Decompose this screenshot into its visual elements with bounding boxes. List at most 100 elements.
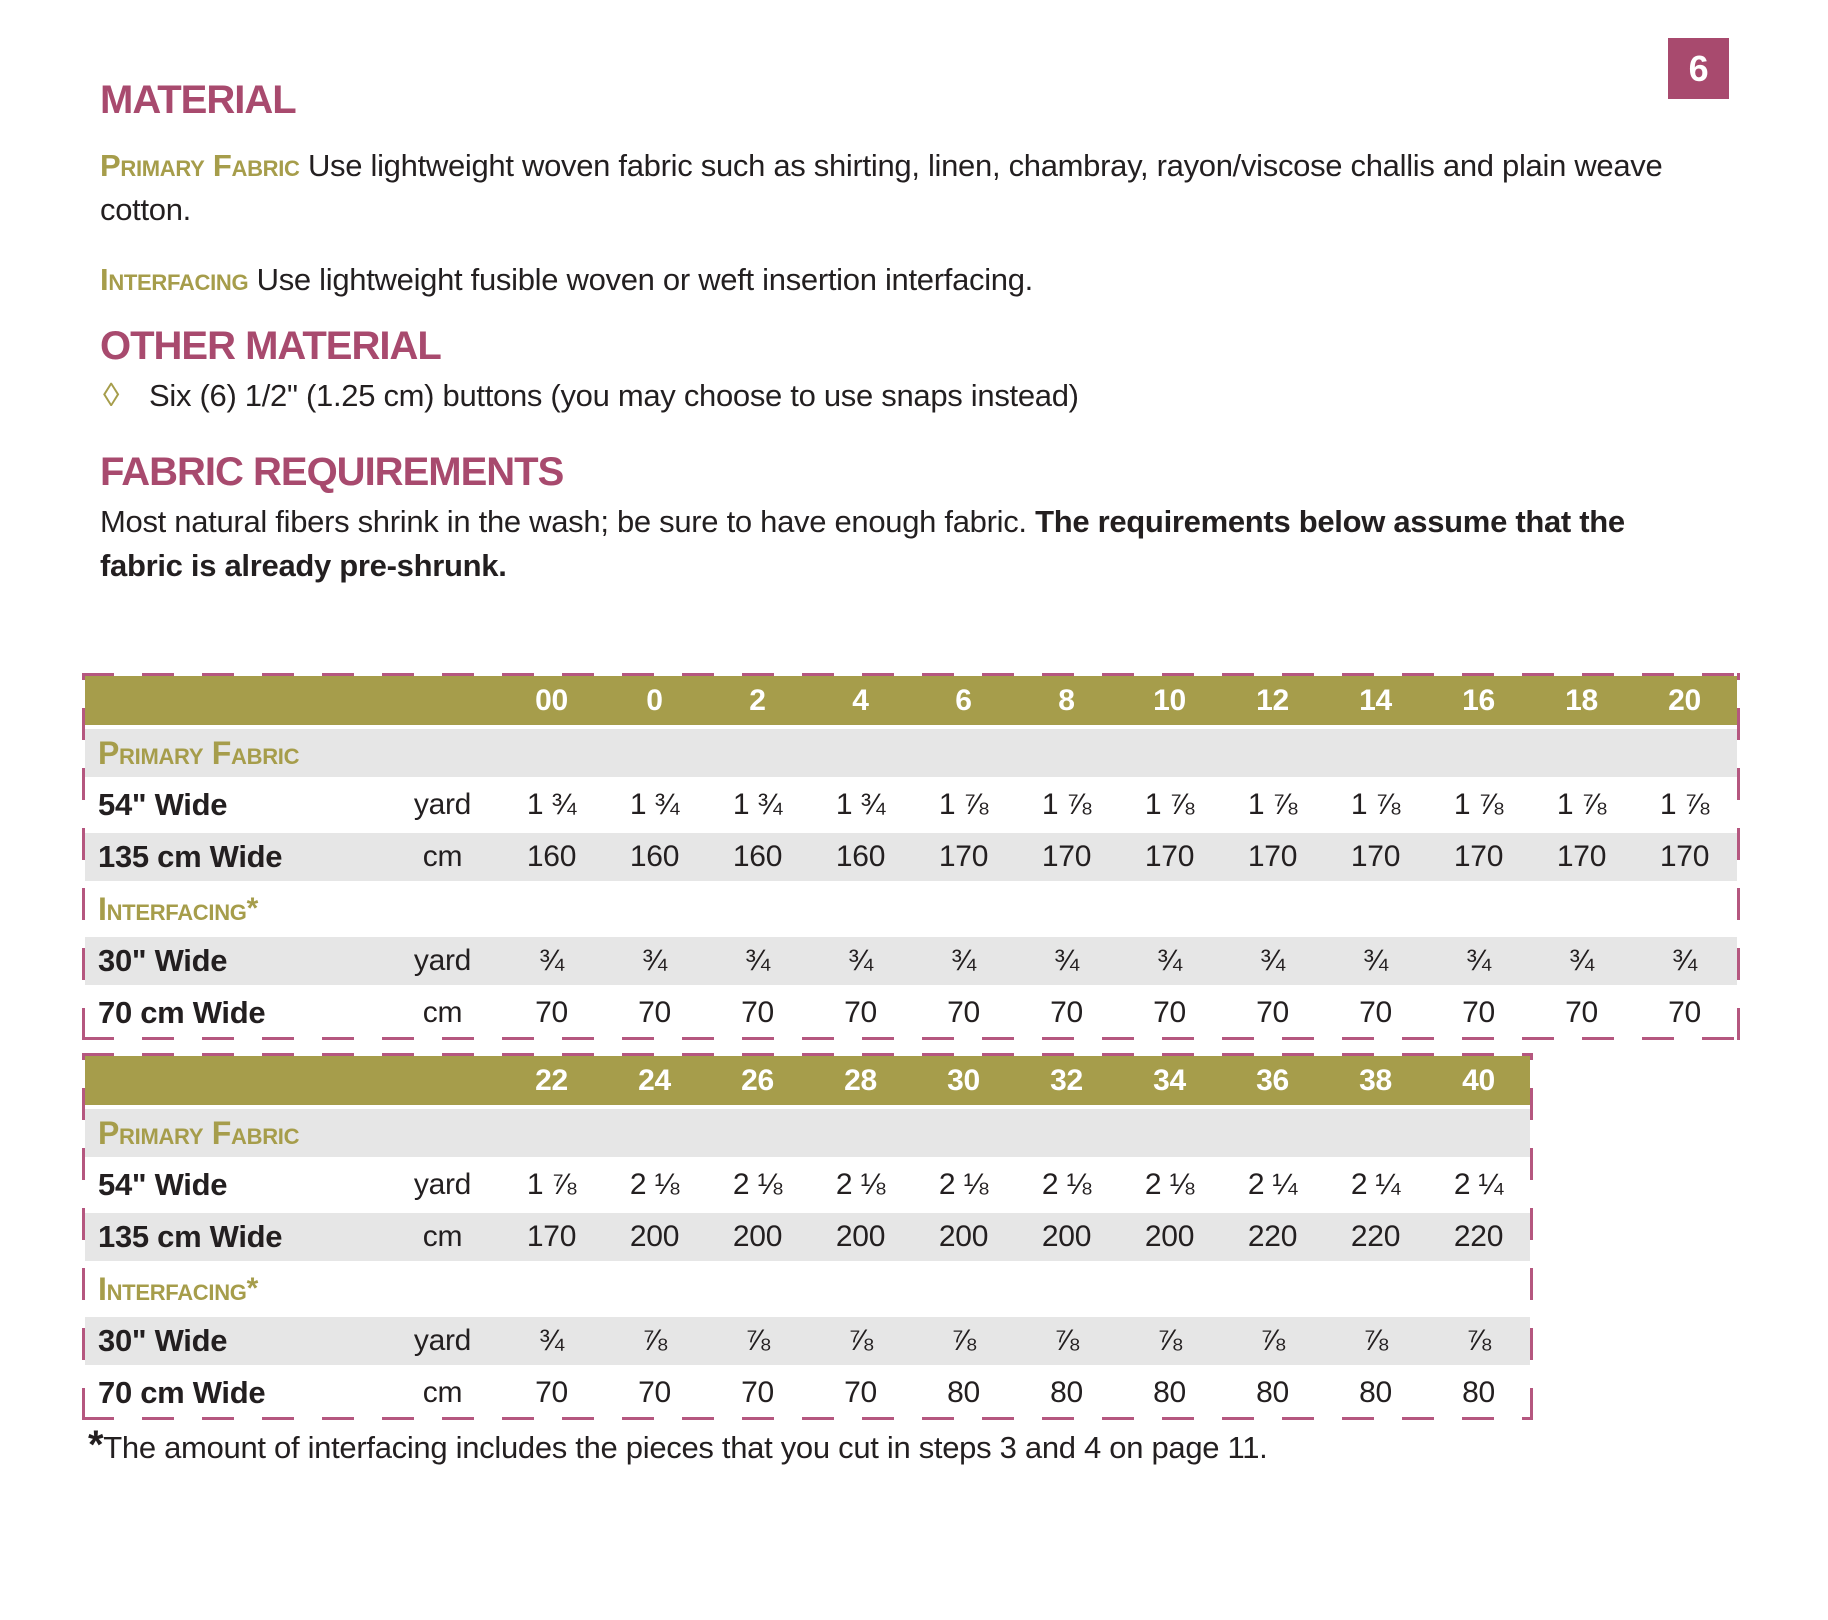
value-cell: ¾ — [1054, 944, 1079, 977]
size-header-cell: 32 — [1050, 1063, 1083, 1097]
value-cell: 70 — [741, 1376, 774, 1409]
size-header-cell: 12 — [1256, 683, 1289, 717]
value-cell: 170 — [1556, 840, 1607, 873]
value-cell: 80 — [1153, 1376, 1186, 1409]
value-cell: 1 ⅞ — [526, 1168, 577, 1201]
value-cell: 70 — [535, 996, 568, 1029]
value-cell: 80 — [1050, 1376, 1083, 1409]
value-cell: 1 ⅞ — [1350, 788, 1401, 821]
size-header-cell: 26 — [741, 1063, 774, 1097]
table-row: 70 cm Wide cm 70 70 70 70 70 70 70 70 70 70 70 70 — [85, 989, 1737, 1037]
size-header-row: 22 24 26 28 30 32 34 36 38 40 — [85, 1056, 1530, 1105]
row-label: 135 cm Wide — [98, 1219, 283, 1254]
value-cell: 170 — [1453, 840, 1504, 873]
group-label: Interfacing — [98, 890, 247, 927]
value-cell: 1 ⅞ — [1041, 788, 1092, 821]
value-cell: 1 ⅞ — [1659, 788, 1710, 821]
value-cell: 2 ⅛ — [1041, 1168, 1092, 1201]
table-group-row: Interfacing * — [85, 885, 1737, 933]
value-cell: 220 — [1350, 1220, 1401, 1253]
value-cell: ⅞ — [642, 1324, 667, 1357]
value-cell: ¾ — [1363, 944, 1388, 977]
value-cell: 2 ⅛ — [835, 1168, 886, 1201]
interfacing-footnote: * The amount of interfacing includes the … — [88, 1423, 1738, 1467]
value-cell: 70 — [535, 1376, 568, 1409]
value-cell: ⅞ — [1260, 1324, 1285, 1357]
value-cell: ¾ — [1569, 944, 1594, 977]
value-cell: ⅞ — [745, 1324, 770, 1357]
value-cell: 200 — [1041, 1220, 1092, 1253]
group-label-asterisk: * — [246, 1272, 259, 1305]
size-header-cell: 8 — [1058, 683, 1075, 717]
size-header-cell: 38 — [1359, 1063, 1392, 1097]
other-material-heading: OTHER MATERIAL — [100, 324, 442, 368]
value-cell: 1 ⅞ — [1247, 788, 1298, 821]
value-cell: ⅞ — [951, 1324, 976, 1357]
value-cell: 170 — [1350, 840, 1401, 873]
value-cell: 160 — [629, 840, 680, 873]
value-cell: 200 — [835, 1220, 886, 1253]
material-heading: MATERIAL — [100, 78, 297, 122]
value-cell: ⅞ — [1157, 1324, 1182, 1357]
row-label: 30" Wide — [98, 943, 228, 978]
value-cell: 1 ¾ — [629, 788, 680, 821]
row-label: 70 cm Wide — [98, 995, 266, 1030]
footnote-asterisk: * — [88, 1423, 104, 1467]
value-cell: 200 — [938, 1220, 989, 1253]
size-header-cell: 4 — [852, 683, 869, 717]
table-group-row: Interfacing * — [85, 1265, 1530, 1313]
page-number: 6 — [1688, 47, 1709, 89]
primary-fabric-text: Use lightweight woven fabric such as shi… — [100, 148, 1663, 227]
value-cell: 170 — [1659, 840, 1710, 873]
value-cell: 1 ¾ — [835, 788, 886, 821]
value-cell: ¾ — [1466, 944, 1491, 977]
size-header-cell: 24 — [638, 1063, 671, 1097]
value-cell: 2 ⅛ — [732, 1168, 783, 1201]
row-label: 54" Wide — [98, 787, 228, 822]
size-header-cell: 30 — [947, 1063, 980, 1097]
value-cell: 80 — [1256, 1376, 1289, 1409]
value-cell: ⅞ — [848, 1324, 873, 1357]
value-cell: 170 — [1247, 840, 1298, 873]
value-cell: 70 — [1359, 996, 1392, 1029]
size-header-cell: 6 — [955, 683, 972, 717]
value-cell: ⅞ — [1363, 1324, 1388, 1357]
row-label: 70 cm Wide — [98, 1375, 266, 1410]
size-header-row: 00 0 2 4 6 8 10 12 14 16 18 20 — [85, 676, 1737, 725]
footnote-text: The amount of interfacing includes the p… — [103, 1430, 1268, 1465]
value-cell: 2 ⅛ — [1144, 1168, 1195, 1201]
value-cell: 200 — [732, 1220, 783, 1253]
unit-cell: cm — [422, 1376, 463, 1409]
interfacing-paragraph: Interfacing Use lightweight fusible wove… — [100, 258, 1710, 302]
size-header-cell: 18 — [1565, 683, 1598, 717]
value-cell: 170 — [938, 840, 989, 873]
value-cell: 80 — [1359, 1376, 1392, 1409]
table-row: 54" Wide yard 1 ⅞ 2 ⅛ 2 ⅛ 2 ⅛ 2 ⅛ 2 ⅛ 2 ⅛ 2 ¼ 2 ¼ 2… — [85, 1161, 1530, 1209]
size-header-cell: 0 — [646, 683, 663, 717]
row-label: 135 cm Wide — [98, 839, 283, 874]
value-cell: 200 — [629, 1220, 680, 1253]
value-cell: ¾ — [539, 1324, 564, 1357]
value-cell: 220 — [1247, 1220, 1298, 1253]
value-cell: 1 ¾ — [732, 788, 783, 821]
value-cell: ⅞ — [1466, 1324, 1491, 1357]
group-label: Primary Fabric — [98, 1114, 300, 1151]
table-row: 135 cm Wide cm 160 160 160 160 170 170 170 170 170… — [85, 833, 1737, 881]
size-header-cell: 14 — [1359, 683, 1392, 717]
diamond-bullet-icon: ◊ — [103, 376, 120, 413]
value-cell: 70 — [741, 996, 774, 1029]
value-cell: 70 — [1462, 996, 1495, 1029]
primary-fabric-paragraph: Primary Fabric Use lightweight woven fab… — [100, 144, 1710, 232]
table-row: 30" Wide yard ¾ ⅞ ⅞ ⅞ ⅞ ⅞ ⅞ ⅞ ⅞ ⅞ — [85, 1317, 1530, 1365]
value-cell: 80 — [947, 1376, 980, 1409]
interfacing-label: Interfacing — [100, 262, 249, 297]
value-cell: 2 ⅛ — [629, 1168, 680, 1201]
interfacing-text: Use lightweight fusible woven or weft in… — [248, 262, 1034, 297]
value-cell: 1 ⅞ — [1453, 788, 1504, 821]
fabric-requirements-table-sizes-22-40: 22 24 26 28 30 32 34 36 38 40 Primary Fabric 54" Wi… — [82, 1053, 1533, 1420]
value-cell: 220 — [1453, 1220, 1504, 1253]
value-cell: 160 — [526, 840, 577, 873]
size-header-cell: 2 — [749, 683, 766, 717]
value-cell: ¾ — [1672, 944, 1697, 977]
value-cell: 1 ⅞ — [938, 788, 989, 821]
